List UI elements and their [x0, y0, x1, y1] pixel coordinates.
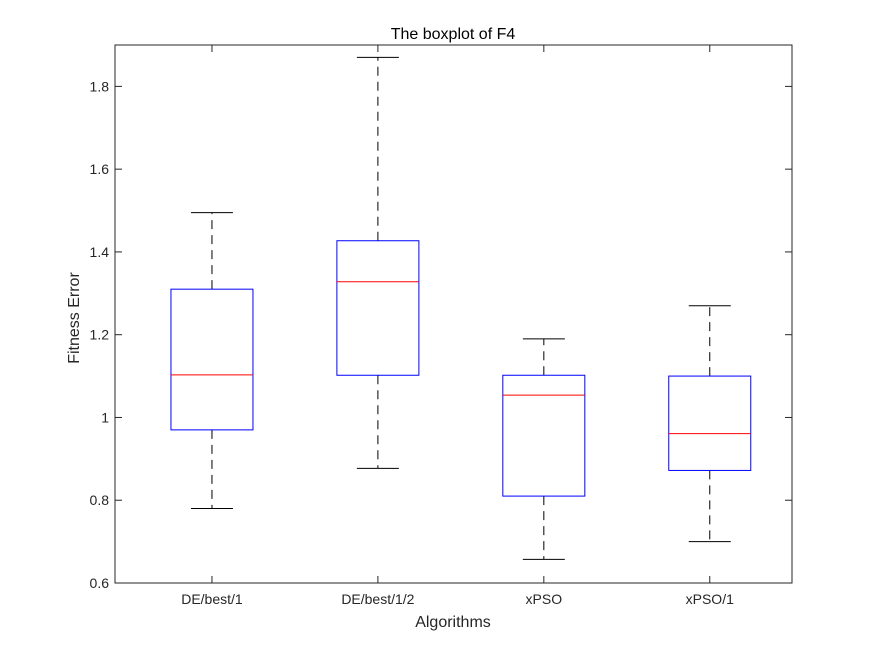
plot-area: 0.6 0.8 1 1.2 1.4 1.6 1.8 DE/best/1 DE/best/1/2 x…	[90, 44, 793, 607]
x-tick-label: xPSO/1	[686, 591, 734, 607]
axes-frame	[114, 44, 793, 584]
x-tick-label: DE/best/1	[181, 591, 243, 607]
y-axis-title: Fitness Error	[66, 272, 83, 364]
x-axis-title: Algorithms	[415, 614, 491, 631]
y-tick-label: 1.8	[90, 78, 110, 94]
chart-title: The boxplot of F4	[391, 26, 516, 43]
box-iqr	[170, 288, 254, 431]
y-tick-label: 1.6	[90, 161, 110, 177]
box-iqr	[668, 375, 752, 471]
box-iqr	[336, 240, 420, 376]
y-tick-label: 0.6	[90, 575, 110, 591]
y-tick-label: 1.2	[90, 327, 110, 343]
x-tick-label: DE/best/1/2	[341, 591, 414, 607]
x-tick-label: xPSO	[526, 591, 563, 607]
y-tick-label: 0.8	[90, 492, 110, 508]
y-tick-label: 1.4	[90, 244, 110, 260]
box-iqr	[502, 374, 586, 497]
y-tick-label: 1	[101, 409, 109, 425]
